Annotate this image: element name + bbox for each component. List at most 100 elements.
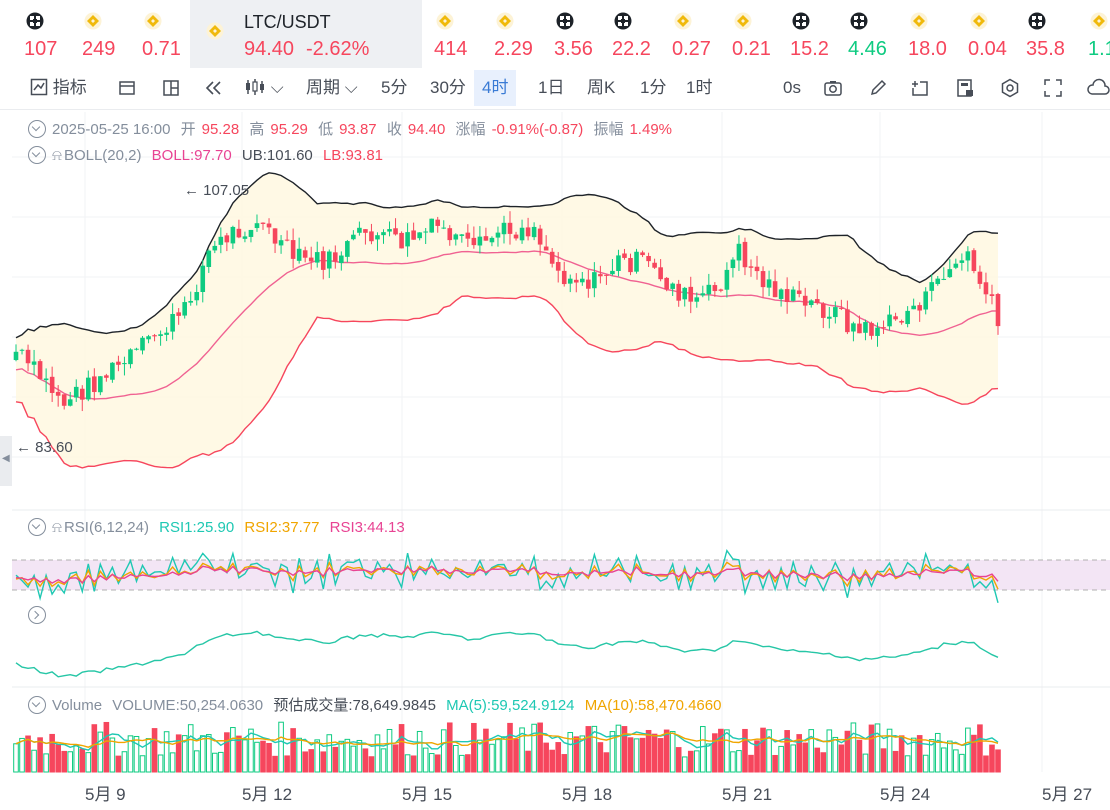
volume-bar: [187, 724, 194, 773]
binance-x-icon: [850, 12, 868, 30]
candle-body: [194, 292, 200, 301]
ticker-price: 22.2: [612, 38, 651, 60]
collapse-icon[interactable]: [28, 146, 46, 164]
volume-bar: [43, 753, 49, 773]
candle-body: [814, 299, 820, 304]
volume-bar: [850, 722, 857, 773]
candle-body: [971, 250, 977, 272]
volume-bar: [886, 728, 893, 773]
tab-interval[interactable]: 5分: [381, 78, 408, 97]
boll-legend: ⍾ BOLL(20,2) BOLL:97.70 UB:101.60 LB:93.8…: [28, 146, 389, 164]
tab-interval[interactable]: 周K: [587, 78, 616, 97]
candle-body: [290, 240, 296, 259]
replay-icon[interactable]: [204, 79, 224, 97]
volume-bar: [410, 755, 417, 773]
binance-diamond-icon: [734, 12, 752, 30]
volume-bar: [513, 738, 519, 773]
candle-body: [947, 269, 953, 278]
volume-bar: [501, 736, 507, 773]
candle-body: [706, 284, 712, 295]
volume-ma10-line: [15, 732, 999, 748]
volume-bar: [73, 745, 80, 773]
candle-body: [248, 229, 254, 237]
candle-body: [790, 289, 796, 301]
candle-body: [730, 259, 736, 269]
volume-bar: [561, 754, 568, 773]
volume-bar: [404, 754, 411, 773]
volume-bar: [868, 724, 875, 773]
volume-bar: [374, 734, 381, 773]
candle-body: [561, 270, 567, 285]
candle-body: [49, 376, 55, 393]
change-value: -0.91%(-0.87): [491, 121, 584, 138]
volume-bar: [507, 722, 513, 773]
volume-bar: [314, 739, 321, 773]
period-dropdown[interactable]: 周期 ⌵: [306, 70, 358, 106]
rsi1-value: RSI1:25.90: [159, 519, 235, 536]
chevron-left-icon: ◀: [2, 453, 10, 464]
candle-body: [983, 282, 989, 295]
active-ticker[interactable]: LTC/USDT 94.40 -2.62%: [190, 0, 422, 68]
candle-body: [549, 251, 555, 264]
cloud-icon[interactable]: [1086, 78, 1110, 98]
draw-pen-icon[interactable]: [868, 79, 888, 97]
tab-interval[interactable]: 1日: [538, 78, 565, 97]
candle-body: [664, 277, 669, 290]
volume-bar: [639, 737, 646, 773]
candle-body: [501, 222, 507, 235]
volume-ma10: MA(10):58,470.4660: [584, 697, 722, 714]
volume-bar: [368, 756, 375, 773]
bell-icon[interactable]: ⍾: [52, 147, 62, 164]
settings-icon[interactable]: [1000, 78, 1020, 98]
candle-body: [272, 228, 278, 244]
rsi2-line: [15, 560, 999, 590]
candle-body: [116, 361, 121, 365]
collapse-icon[interactable]: [28, 518, 46, 536]
binance-diamond-icon: [1090, 12, 1108, 30]
camera-icon[interactable]: [823, 79, 843, 97]
chart-type-dropdown[interactable]: ⌵: [244, 70, 284, 106]
volume-bar: [585, 726, 592, 773]
bell-icon[interactable]: ⍾: [52, 519, 62, 536]
candle-body: [712, 285, 718, 292]
volume-bar: [338, 740, 345, 773]
scroll-left-handle[interactable]: ◀: [0, 436, 12, 486]
collapse-icon[interactable]: [28, 120, 46, 138]
volume-bar: [706, 743, 712, 773]
volume-bar: [139, 755, 146, 773]
ticker-price: 35.8: [1026, 38, 1065, 60]
fullscreen-icon[interactable]: [1043, 78, 1063, 98]
tab-interval[interactable]: 1分: [640, 78, 667, 97]
chart-canvas[interactable]: [0, 112, 1110, 805]
candle-body: [555, 262, 561, 271]
volume-bar: [573, 736, 580, 773]
candle-body: [827, 316, 832, 319]
candle-body: [977, 271, 983, 284]
change-label: 涨幅: [455, 121, 486, 138]
add-drawing-icon[interactable]: [910, 79, 930, 97]
tab-interval[interactable]: 1时: [686, 78, 713, 97]
candle-body: [67, 399, 73, 406]
candle-body: [724, 269, 730, 290]
template-icon[interactable]: [162, 79, 180, 97]
volume-bar: [832, 736, 839, 773]
candle-body: [110, 362, 115, 380]
expand-icon[interactable]: [28, 606, 46, 624]
volume-bar: [452, 744, 459, 773]
volume-bar: [862, 753, 869, 773]
volume-bar: [302, 751, 308, 773]
layout-icon[interactable]: [118, 79, 136, 97]
tab-interval[interactable]: 30分: [430, 78, 466, 97]
calculator-icon[interactable]: [955, 78, 975, 98]
binance-diamond-icon: [436, 12, 454, 30]
tab-interval[interactable]: 4时: [474, 70, 517, 106]
volume-bar: [350, 745, 357, 773]
collapse-icon[interactable]: [28, 696, 46, 714]
indicator-button[interactable]: 指标: [30, 70, 87, 106]
candle-body: [742, 241, 748, 268]
high-value: 95.29: [270, 121, 308, 138]
volume-bar: [579, 735, 586, 773]
indicator-line: [15, 630, 999, 678]
chevron-down-icon: ⌵: [344, 78, 358, 97]
